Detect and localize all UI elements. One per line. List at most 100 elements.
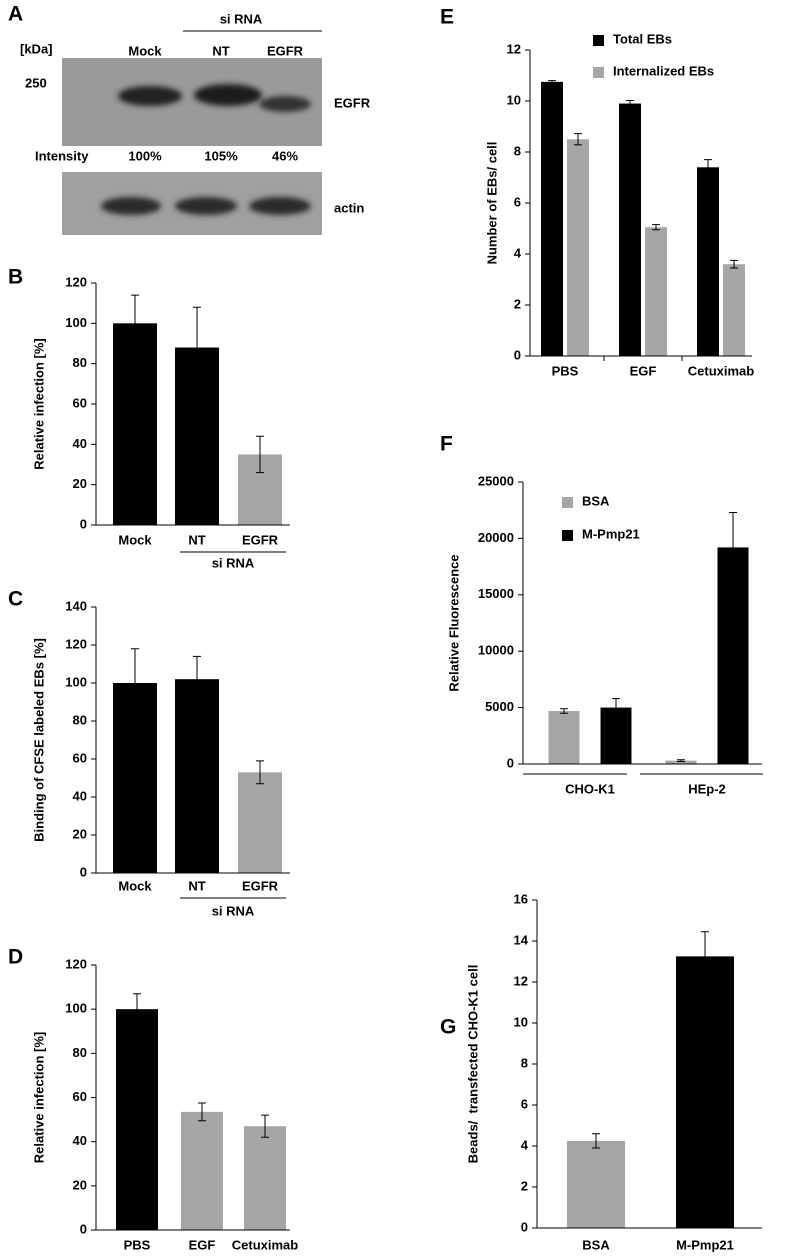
y-tick-label: 4 (521, 1137, 529, 1152)
bar (116, 1009, 158, 1230)
x-tick-label: M-Pmp21 (676, 1237, 734, 1252)
bar (619, 103, 641, 356)
error-bar (131, 648, 139, 718)
bar (665, 760, 697, 764)
y-tick-label: 40 (73, 788, 87, 803)
y-tick-label: 2 (514, 296, 521, 311)
y-tick-label: 140 (65, 598, 87, 613)
panel-letter: E (440, 6, 454, 29)
y-tick-label: 0 (80, 1221, 87, 1236)
error-bar (256, 435, 264, 474)
x-tick-label: PBS (552, 363, 579, 378)
chart: D Relative infection [%] 0 20 40 60 80 100 120 PB… (8, 946, 298, 1253)
error-bar (560, 708, 568, 714)
x-tick-label: PBS (124, 1237, 151, 1252)
legend-swatch (593, 35, 604, 46)
bar (238, 772, 282, 873)
error-bar (730, 259, 738, 269)
error-bar (548, 80, 556, 84)
y-tick-label: 10 (507, 92, 521, 107)
blot-band (249, 197, 311, 215)
y-tick-label: 10 (514, 1014, 528, 1029)
lane-label: NT (212, 43, 229, 58)
error-bar (193, 306, 201, 389)
x-tick-label: EGFR (242, 532, 279, 547)
error-bar (592, 1133, 600, 1149)
y-tick-label: 120 (65, 274, 87, 289)
y-tick-label: 0 (80, 516, 87, 531)
y-tick-label: 10000 (478, 643, 514, 658)
blot-band (101, 197, 161, 215)
x-tick-label: Cetuximab (688, 363, 755, 378)
y-axis-title: Relative infection [%] (31, 338, 46, 469)
panel-letter: B (8, 266, 23, 289)
bar (723, 264, 745, 356)
legend-label: M-Pmp21 (582, 526, 640, 541)
error-bar (198, 1102, 206, 1122)
y-tick-label: 25000 (478, 473, 514, 488)
y-axis-title: Relative Fluorescence (446, 554, 461, 691)
y-tick-label: 20 (73, 826, 87, 841)
bar (676, 956, 734, 1228)
blot-panel: A [kDa] 250 si RNA Mock NT EGFR EGFR Int… (8, 3, 371, 235)
legend-swatch (562, 497, 573, 508)
y-tick-label: 16 (514, 891, 528, 906)
group-label: si RNA (220, 11, 263, 26)
bar (548, 710, 580, 764)
lane-label: Mock (128, 43, 162, 58)
group-label: si RNA (212, 555, 255, 570)
panel-letter: G (440, 1016, 456, 1039)
panel-letter: D (8, 946, 23, 969)
y-tick-label: 100 (65, 1001, 87, 1016)
y-axis-title: Binding of CFSE labeled EBs [%] (31, 638, 46, 842)
y-tick-label: 20 (73, 476, 87, 491)
error-bar (729, 511, 737, 583)
y-tick-label: 14 (514, 932, 529, 947)
loading-control-label: actin (334, 200, 364, 215)
y-tick-label: 80 (73, 355, 87, 370)
legend-swatch (593, 67, 604, 78)
y-tick-label: 20 (73, 1177, 87, 1192)
panel-letter: A (8, 3, 23, 26)
marker-label: 250 (25, 75, 47, 90)
error-bar (256, 760, 264, 785)
y-tick-label: 100 (65, 315, 87, 330)
y-tick-label: 40 (73, 436, 87, 451)
x-tick-label: Mock (118, 532, 152, 547)
y-tick-label: 60 (73, 1089, 87, 1104)
panel-letter: C (8, 588, 23, 611)
panel-letter: F (440, 433, 453, 456)
error-bar (677, 759, 685, 763)
x-tick-label: NT (188, 532, 205, 547)
error-bar (131, 294, 139, 353)
bar (181, 1111, 223, 1230)
chart: G Beads/ transfected CHO-K1 cell 0 2 4 6 8 10 12… (440, 891, 762, 1252)
y-tick-label: 40 (73, 1133, 87, 1148)
y-tick-label: 12 (507, 41, 521, 56)
protein-label: EGFR (334, 95, 371, 110)
bar (717, 547, 749, 764)
chart: B Relative infection [%] 0 20 40 60 80 100 120 Mo… (8, 266, 290, 570)
bar (113, 323, 157, 525)
legend-label: BSA (582, 493, 610, 508)
x-tick-label: NT (188, 878, 205, 893)
error-bar (701, 931, 709, 982)
y-tick-label: 0 (507, 755, 514, 770)
error-bar (652, 224, 660, 231)
x-tick-label: EGF (189, 1237, 216, 1252)
group-label: si RNA (212, 903, 255, 918)
y-tick-label: 0 (514, 347, 521, 362)
x-tick-label: HEp-2 (688, 781, 726, 796)
error-bar (704, 159, 712, 176)
x-tick-label: BSA (582, 1237, 610, 1252)
x-tick-label: Cetuximab (232, 1237, 299, 1252)
y-tick-label: 100 (65, 674, 87, 689)
y-tick-label: 4 (514, 245, 522, 260)
error-bar (193, 655, 201, 703)
blot-band (175, 197, 237, 215)
x-tick-label: EGF (630, 363, 657, 378)
error-bar (261, 1114, 269, 1138)
intensity-label: Intensity (35, 148, 89, 163)
y-tick-label: 0 (521, 1219, 528, 1234)
